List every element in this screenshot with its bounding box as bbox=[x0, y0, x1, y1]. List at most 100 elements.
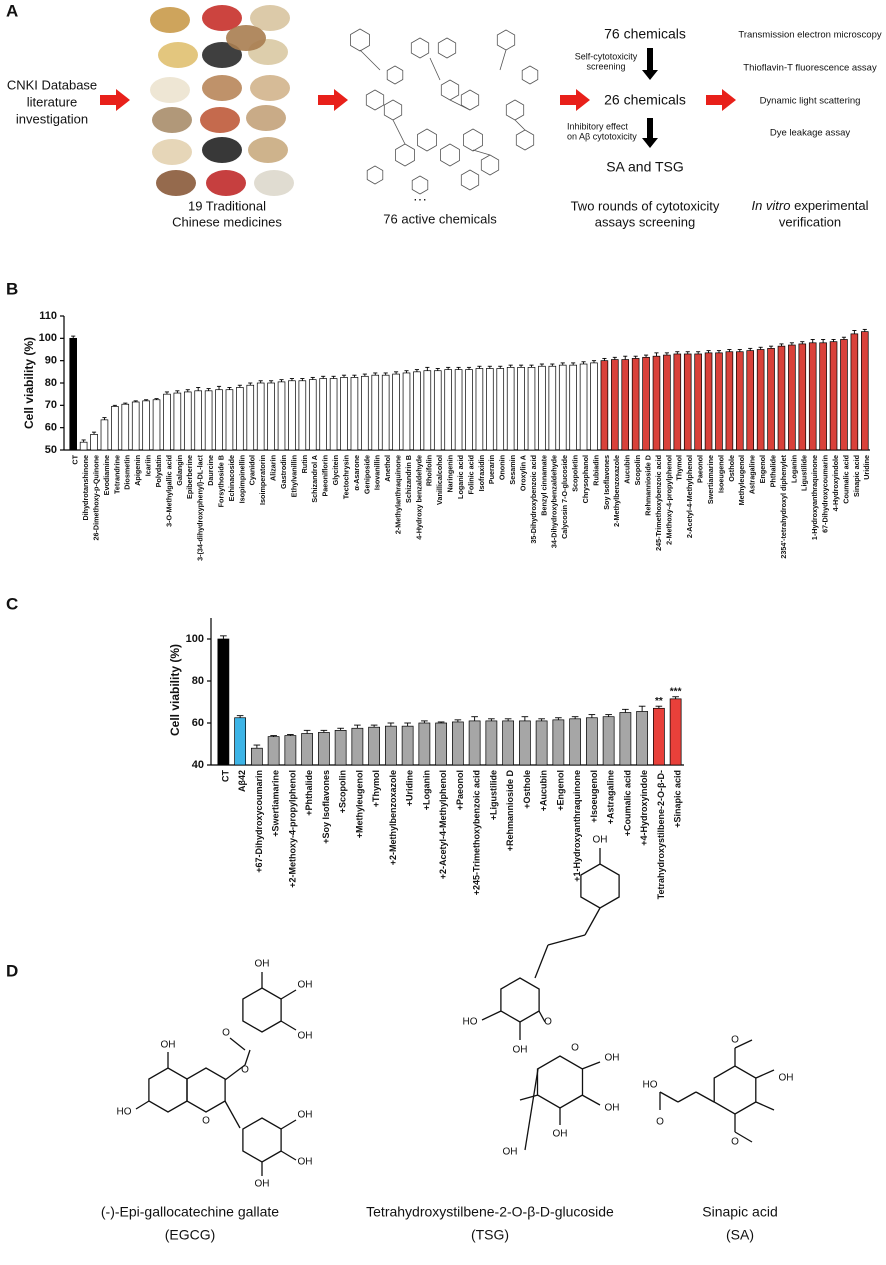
x-tick-label: 67-Dihydroxycoumarin bbox=[821, 455, 830, 533]
x-tick-label: 3-(34-dihydroxyphenyl)-DL-lact bbox=[196, 454, 205, 560]
structure-ring bbox=[496, 29, 516, 51]
x-tick-label: Chrysophanol bbox=[581, 455, 590, 503]
x-tick-label: +Sinapic acid bbox=[673, 770, 683, 828]
bar bbox=[746, 350, 755, 451]
x-tick-label: Geniposide bbox=[362, 455, 371, 494]
bar bbox=[527, 367, 536, 451]
bar bbox=[558, 364, 567, 451]
ring bbox=[713, 1065, 757, 1115]
bar bbox=[861, 331, 869, 451]
bar bbox=[715, 352, 723, 451]
bar bbox=[485, 720, 498, 766]
bar bbox=[642, 356, 650, 451]
x-tick-label: +4-Hydroxyindole bbox=[639, 770, 649, 846]
assay: Dye leakage assay bbox=[770, 128, 851, 139]
panel-label: D bbox=[6, 961, 18, 980]
x-tick-label: +Scopolin bbox=[338, 770, 348, 813]
bond bbox=[695, 1091, 715, 1103]
bar bbox=[384, 725, 397, 766]
structure-ring bbox=[417, 128, 437, 152]
step-note: Inhibitory effect bbox=[567, 121, 628, 131]
caption: Chinese medicines bbox=[172, 214, 282, 229]
x-tick-label: +245-Trimethoxybenzoic acid bbox=[472, 770, 482, 895]
bar bbox=[694, 353, 702, 451]
atom-label: OH bbox=[298, 980, 313, 991]
caption: verification bbox=[779, 214, 841, 229]
x-tick-label: +Isoeugenol bbox=[589, 770, 599, 823]
x-tick-label: +Methyleugenol bbox=[354, 770, 364, 838]
structure-ring bbox=[410, 37, 430, 59]
bar bbox=[579, 363, 588, 451]
molecule-abbr: (EGCG) bbox=[165, 1227, 216, 1243]
bar bbox=[636, 711, 649, 766]
atom-label: OH bbox=[255, 959, 270, 970]
bar bbox=[277, 381, 286, 451]
y-tick-label: 40 bbox=[192, 759, 204, 771]
x-tick-label: 2-Methoxy-4-propylphenol bbox=[664, 455, 673, 545]
x-tick-label: +Thymol bbox=[371, 770, 381, 807]
caption: assays screening bbox=[595, 214, 695, 229]
bar bbox=[819, 342, 827, 451]
bar bbox=[288, 380, 296, 451]
bar bbox=[381, 374, 390, 451]
bar bbox=[535, 720, 548, 766]
x-tick-label: Rubiadin bbox=[591, 455, 600, 486]
bar bbox=[183, 391, 192, 451]
x-tick-label: Alizarin bbox=[269, 455, 278, 481]
x-tick-label: +2-Methylbenzoxazole bbox=[388, 770, 398, 865]
down-arrow bbox=[642, 48, 658, 80]
x-tick-label: Scopolin bbox=[633, 455, 642, 485]
bar bbox=[496, 368, 505, 451]
x-tick-label: Phthalide bbox=[768, 455, 777, 487]
atom-label: OH bbox=[779, 1073, 794, 1084]
ring bbox=[536, 1055, 584, 1109]
x-tick-label: Loganic acid bbox=[456, 455, 465, 499]
y-tick-label: 60 bbox=[45, 422, 57, 434]
bar bbox=[465, 369, 473, 451]
bond bbox=[755, 1101, 775, 1111]
bond bbox=[429, 57, 441, 81]
structure-ring bbox=[521, 65, 539, 85]
panel-label: A bbox=[6, 1, 18, 20]
bar bbox=[204, 390, 213, 451]
x-tick-label: Dihydrotanshinone bbox=[81, 455, 90, 521]
x-tick-label: +Aucubin bbox=[539, 770, 549, 811]
ring bbox=[500, 977, 540, 1023]
step-note: screening bbox=[586, 61, 625, 71]
x-tick-label: 1-Hydroxyanthraquinone bbox=[810, 455, 819, 540]
molecule-name: Sinapic acid bbox=[702, 1204, 778, 1220]
structure-ring bbox=[411, 175, 429, 195]
step-text: 76 chemicals bbox=[604, 26, 686, 42]
x-tick-label: Paeonol bbox=[696, 455, 705, 483]
atom-label: OH bbox=[298, 1110, 313, 1121]
bond bbox=[734, 1039, 753, 1049]
molecule-name: (-)-Epi-gallocatechine gallate bbox=[101, 1204, 279, 1220]
bar bbox=[435, 722, 448, 766]
bar bbox=[683, 353, 692, 451]
x-tick-label: Oroxylin A bbox=[518, 455, 527, 491]
bar bbox=[340, 377, 348, 451]
bar bbox=[829, 341, 838, 451]
bond bbox=[449, 99, 471, 111]
bar bbox=[301, 733, 314, 766]
source-text: literature bbox=[27, 94, 78, 109]
x-tick-label: Gastrodin bbox=[279, 455, 288, 489]
atom-label: OH bbox=[255, 1179, 270, 1190]
atom-label: OH bbox=[298, 1157, 313, 1168]
x-tick-label: 26-Dimethoxy-p-Quinone bbox=[91, 455, 100, 540]
atom-label: OH bbox=[161, 1040, 176, 1051]
atom-label: O bbox=[241, 1065, 249, 1076]
x-tick-label: Aucubin bbox=[623, 455, 632, 484]
x-tick-label: Polydatin bbox=[154, 455, 163, 487]
x-tick-label: CT bbox=[220, 770, 230, 782]
ring bbox=[186, 1067, 226, 1113]
bond bbox=[499, 49, 507, 71]
x-tick-label: CT bbox=[71, 454, 80, 464]
y-tick-label: 100 bbox=[39, 332, 57, 344]
x-tick-label: 4-Hydroxyindole bbox=[831, 455, 840, 511]
bar bbox=[225, 389, 234, 451]
x-tick-label: Loganin bbox=[789, 455, 798, 483]
bar bbox=[517, 367, 525, 451]
x-tick-label: 2354'-tetrahydroxyl diphenylet bbox=[779, 454, 788, 558]
